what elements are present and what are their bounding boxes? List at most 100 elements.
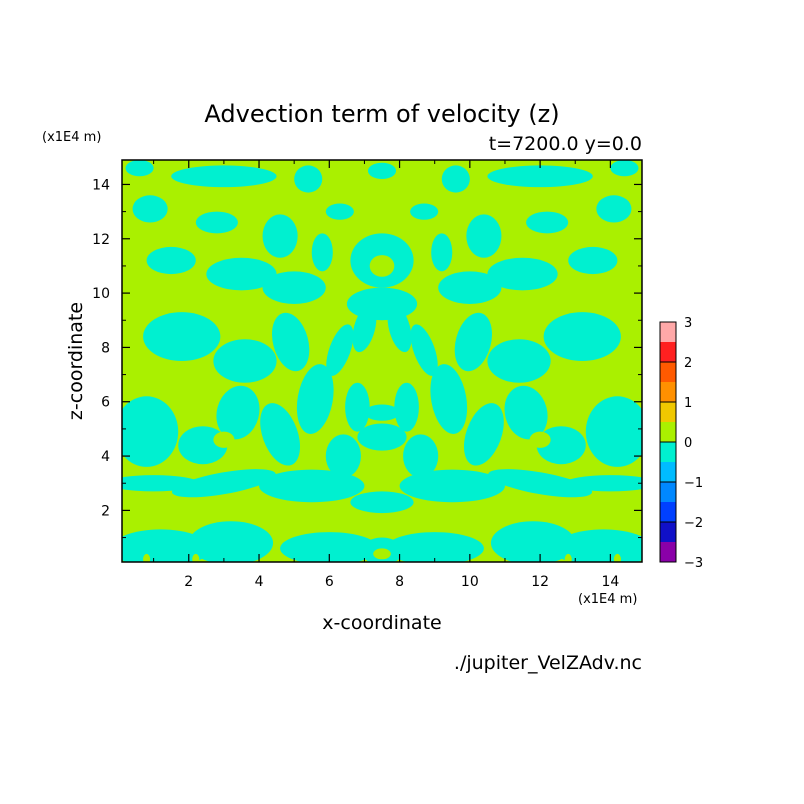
colorbar-tick-label: −2 xyxy=(684,516,703,531)
colorbar-tick-label: 0 xyxy=(684,436,692,451)
contour-region-negative xyxy=(441,165,470,193)
x-unit-label: (x1E4 m) xyxy=(578,592,637,607)
x-tick-label: 2 xyxy=(184,574,193,590)
x-tick-label: 6 xyxy=(325,574,334,590)
y-unit-label: (x1E4 m) xyxy=(42,130,101,145)
contour-region-negative xyxy=(280,532,379,562)
contour-region-negative xyxy=(410,324,438,376)
contour-region-negative xyxy=(272,312,310,372)
x-tick-label: 10 xyxy=(461,574,479,590)
contour-region-negative xyxy=(262,214,298,258)
contour-region-negative xyxy=(171,165,277,188)
contour-region-positive xyxy=(613,553,621,562)
contour-region-negative xyxy=(399,469,505,503)
contour-region-negative xyxy=(326,324,354,376)
contour-region-negative xyxy=(487,257,558,291)
contour-region-negative xyxy=(543,312,621,361)
contour-region-negative xyxy=(568,246,618,275)
contour-region-negative xyxy=(504,385,548,440)
plot-area xyxy=(122,160,642,562)
contour-region-positive xyxy=(373,548,391,560)
x-tick-label: 4 xyxy=(255,574,264,590)
colorbar-tick-label: −1 xyxy=(684,476,703,491)
contour-region-negative xyxy=(596,195,632,223)
y-tick-label: 6 xyxy=(101,395,110,411)
contour-region-positive xyxy=(369,255,395,277)
contour-region-negative xyxy=(387,304,412,353)
colorbar-swatch xyxy=(660,402,676,422)
contour-region-negative xyxy=(466,214,502,258)
contour-region-negative xyxy=(346,287,418,321)
contour-region-negative xyxy=(146,246,196,275)
contour-region-negative xyxy=(259,469,365,503)
contour-region-negative xyxy=(188,521,274,562)
x-tick-label: 8 xyxy=(395,574,404,590)
contour-region-positive xyxy=(143,553,151,562)
contour-region-negative xyxy=(171,469,276,498)
contour-region-positive xyxy=(564,553,572,562)
colorbar-tick-label: 1 xyxy=(684,396,692,411)
x-axis-label: x-coordinate xyxy=(322,612,441,634)
colorbar-swatch xyxy=(660,342,676,362)
colorbar-swatch xyxy=(660,482,676,502)
colorbar-swatch xyxy=(660,522,676,542)
y-tick-label: 14 xyxy=(92,177,110,193)
contour-region-positive xyxy=(192,553,200,562)
contour-region-negative xyxy=(394,382,419,432)
contour-region-negative xyxy=(385,532,484,562)
y-tick-label: 2 xyxy=(101,503,110,519)
colorbar-swatch xyxy=(660,462,676,482)
contour-region-negative xyxy=(463,403,504,466)
colorbar: 3 2 1 0 −1 −2 −3 xyxy=(659,316,703,571)
contour-region-negative xyxy=(311,233,333,272)
contour-region-negative xyxy=(430,364,468,434)
y-axis-label: z-coordinate xyxy=(65,302,87,420)
y-tick-label: 4 xyxy=(101,449,110,465)
contour-region-negative xyxy=(345,382,370,432)
contour-region-negative xyxy=(260,403,301,466)
contour-region-negative xyxy=(143,312,221,361)
plot-frame xyxy=(121,159,643,563)
contour-region-negative xyxy=(122,396,179,467)
colorbar-swatch xyxy=(660,422,676,442)
contour-region-negative xyxy=(585,396,642,467)
contour-region-negative xyxy=(454,312,492,372)
x-axis: 2 4 6 8 10 12 14 xyxy=(153,160,619,590)
x-tick-label: 14 xyxy=(601,574,619,590)
y-tick-label: 10 xyxy=(92,286,110,302)
contour-region-negative xyxy=(367,162,397,180)
contour-region-negative xyxy=(487,339,551,383)
contour-region-negative xyxy=(325,203,354,220)
contour-region-negative xyxy=(294,165,323,193)
contour-region-negative xyxy=(262,271,326,304)
y-axis: 2 4 6 8 10 12 14 xyxy=(92,177,642,539)
field-contours xyxy=(122,160,642,562)
contour-region-negative xyxy=(352,304,377,353)
contour-region-negative xyxy=(431,233,453,272)
contour-region-negative xyxy=(132,195,168,223)
colorbar-tick-label: 2 xyxy=(684,356,692,371)
contour-region-negative xyxy=(125,160,154,177)
contour-region-negative xyxy=(213,339,277,383)
contour-region-negative xyxy=(610,160,639,177)
colorbar-swatch xyxy=(660,502,676,522)
contour-region-positive xyxy=(529,431,551,448)
colorbar-tick-label: −3 xyxy=(684,556,703,571)
colorbar-swatch xyxy=(660,322,676,342)
y-tick-label: 8 xyxy=(101,340,110,356)
x-tick-label: 12 xyxy=(531,574,549,590)
contour-region-negative xyxy=(350,491,414,514)
colorbar-tick-label: 3 xyxy=(684,316,692,331)
contour-region-negative xyxy=(488,469,593,498)
contour-region-positive xyxy=(213,431,235,448)
colorbar-swatch xyxy=(660,382,676,402)
contour-region-negative xyxy=(487,165,593,188)
contour-region-negative xyxy=(526,211,569,234)
contour-region-negative xyxy=(195,211,238,234)
contour-region-negative xyxy=(554,529,642,562)
chart-subtitle: t=7200.0 y=0.0 xyxy=(489,133,642,155)
contour-region-negative xyxy=(122,529,210,562)
contour-region-negative xyxy=(403,434,439,478)
contour-region-negative xyxy=(410,203,439,220)
